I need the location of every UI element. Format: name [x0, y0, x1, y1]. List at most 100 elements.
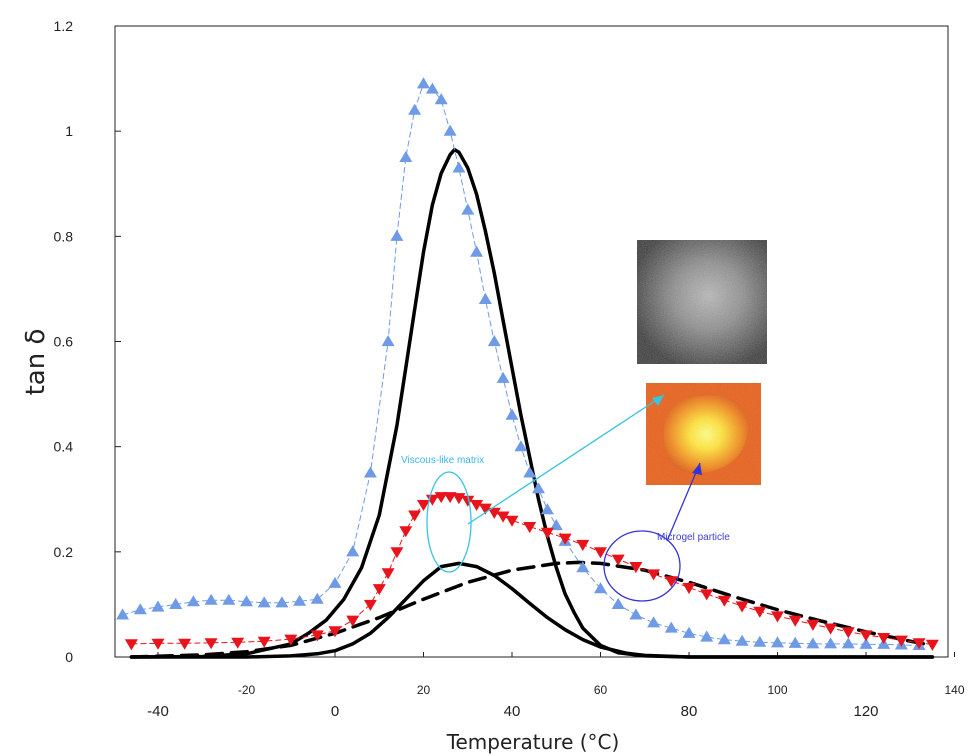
- data-point: [204, 593, 218, 605]
- data-point: [434, 492, 448, 504]
- data-point: [841, 627, 855, 639]
- data-point: [124, 639, 138, 651]
- data-point: [204, 638, 218, 650]
- data-point: [735, 601, 749, 613]
- y-tick-label: 1: [65, 123, 73, 139]
- data-point: [470, 500, 484, 511]
- microgel-arrow: [666, 462, 701, 542]
- data-point: [576, 561, 590, 573]
- data-point: [682, 583, 696, 595]
- data-point: [912, 638, 926, 650]
- microgel-arrowhead: [692, 463, 702, 475]
- series-3: [129, 561, 935, 659]
- data-point: [682, 626, 696, 638]
- series-2: [129, 147, 935, 659]
- data-point: [735, 634, 749, 646]
- data-point: [417, 77, 430, 89]
- data-point: [611, 597, 625, 609]
- data-point: [328, 626, 342, 638]
- data-point: [894, 635, 908, 647]
- data-point: [558, 533, 572, 545]
- data-point: [169, 597, 183, 609]
- y-axis: 0 0.2 0.4 0.6 0.8 1 1.2: [54, 18, 121, 665]
- data-point: [523, 522, 537, 534]
- data-point: [859, 630, 873, 642]
- y-tick-label: 0.6: [54, 334, 74, 350]
- data-point: [877, 633, 891, 644]
- x-tick-label-upper: 100: [767, 683, 787, 697]
- data-point: [470, 245, 484, 257]
- series-line: [129, 147, 935, 659]
- x-tick-label-lower: 0: [331, 703, 339, 720]
- data-point: [664, 576, 678, 588]
- data-point: [594, 547, 607, 559]
- data-point: [647, 569, 661, 581]
- data-point: [806, 619, 820, 631]
- viscous-matrix-arrowhead: [652, 395, 664, 406]
- data-point: [461, 203, 475, 215]
- data-point: [514, 440, 528, 452]
- data-point: [925, 639, 939, 651]
- data-point: [399, 526, 413, 538]
- data-point: [408, 510, 422, 522]
- microgel-label: Microgel particle: [657, 532, 730, 543]
- y-tick-label: 0: [65, 649, 73, 665]
- data-point: [540, 503, 554, 515]
- data-point: [824, 637, 838, 649]
- data-point: [859, 637, 873, 649]
- data-point: [133, 603, 147, 615]
- data-point: [328, 576, 342, 588]
- series-0: [116, 77, 926, 650]
- data-point: [753, 606, 767, 618]
- data-point: [443, 124, 457, 136]
- data-point: [505, 408, 519, 420]
- data-point: [363, 466, 377, 478]
- data-point: [399, 151, 413, 162]
- viscous-matrix-ellipse: [426, 471, 472, 573]
- data-point: [363, 599, 377, 611]
- data-point: [231, 637, 245, 649]
- data-point: [487, 507, 501, 519]
- x-axis-title: Temperature (°C): [446, 730, 620, 754]
- data-point: [381, 335, 395, 347]
- data-point: [310, 592, 324, 604]
- data-point: [700, 630, 714, 642]
- data-point: [178, 638, 192, 650]
- data-point: [788, 636, 802, 648]
- series-line: [129, 560, 935, 659]
- data-point: [222, 593, 236, 605]
- data-point: [478, 292, 492, 304]
- data-point: [523, 466, 537, 478]
- viscous-matrix-arrow: [467, 394, 665, 525]
- data-point: [116, 608, 130, 620]
- x-tick-label-lower: 40: [504, 703, 521, 720]
- data-point: [487, 335, 501, 347]
- data-point: [753, 635, 767, 647]
- series-4: [129, 560, 935, 659]
- series-layer: [116, 77, 939, 659]
- data-point: [505, 515, 519, 527]
- data-point: [771, 636, 784, 648]
- data-point: [717, 595, 731, 607]
- data-point: [293, 594, 307, 606]
- data-point: [717, 633, 731, 645]
- data-point: [408, 103, 422, 115]
- data-point: [594, 582, 607, 594]
- data-point: [381, 568, 395, 580]
- inset-microscopy-gray: [637, 240, 767, 364]
- inset-microscopy-fluorescent: [646, 383, 761, 485]
- data-point: [284, 634, 298, 646]
- data-point: [390, 229, 404, 241]
- data-point: [240, 595, 253, 607]
- data-point: [425, 82, 439, 94]
- data-point: [788, 615, 802, 627]
- data-point: [532, 482, 545, 494]
- data-point: [647, 616, 661, 628]
- data-point: [443, 492, 457, 504]
- data-point: [549, 519, 563, 531]
- series-1: [124, 492, 939, 651]
- data-point: [629, 562, 643, 574]
- data-point: [434, 93, 448, 105]
- data-point: [372, 584, 386, 596]
